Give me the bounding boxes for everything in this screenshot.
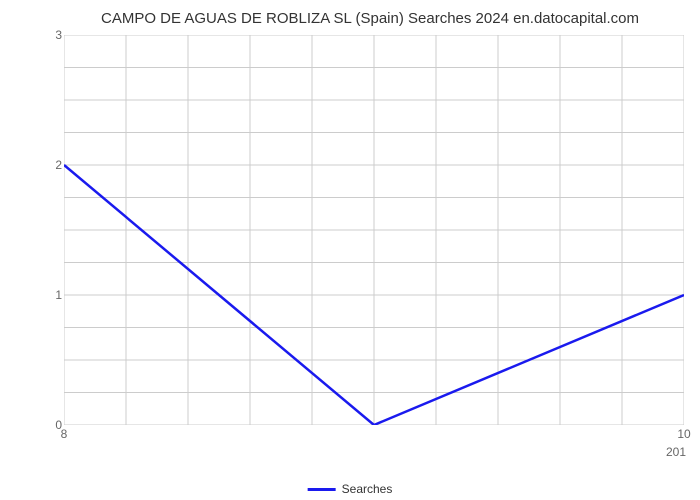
y-tick-label: 1 <box>55 288 62 302</box>
line-chart: CAMPO DE AGUAS DE ROBLIZA SL (Spain) Sea… <box>50 10 690 440</box>
y-axis: 0123 <box>44 35 62 425</box>
y-tick-label: 3 <box>55 28 62 42</box>
legend-swatch <box>308 488 336 491</box>
x-axis: 810 <box>64 427 684 443</box>
x-tick-label: 8 <box>61 427 68 441</box>
chart-title: CAMPO DE AGUAS DE ROBLIZA SL (Spain) Sea… <box>50 10 690 27</box>
legend-label: Searches <box>342 482 393 496</box>
x-tick-label: 10 <box>677 427 690 441</box>
x-axis-secondary-label: 201 <box>666 445 686 459</box>
plot-svg <box>64 35 684 425</box>
legend: Searches <box>308 482 393 496</box>
y-tick-label: 2 <box>55 158 62 172</box>
plot-area: 0123 810 201 <box>64 35 684 425</box>
